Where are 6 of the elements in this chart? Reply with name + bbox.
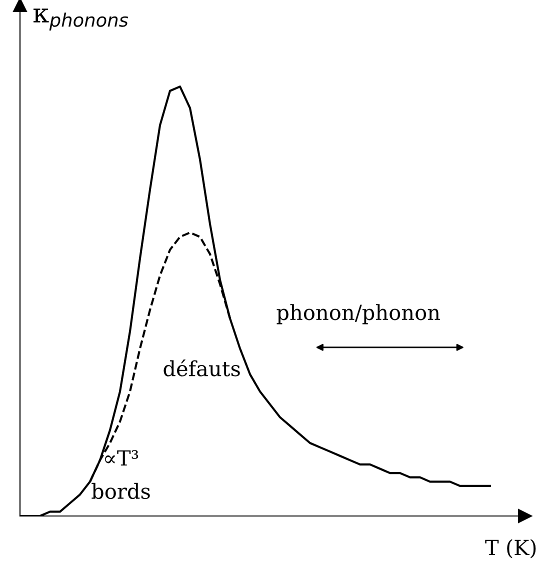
annotation: bords	[92, 482, 150, 500]
annotation: ∝T³	[105, 450, 138, 466]
x-axis-title: T (K)	[485, 539, 536, 558]
annotation: défauts	[164, 359, 240, 376]
annotation: phonon/phonon	[276, 304, 440, 324]
y-axis-title: κ$_{phonons}$	[34, 8, 128, 31]
